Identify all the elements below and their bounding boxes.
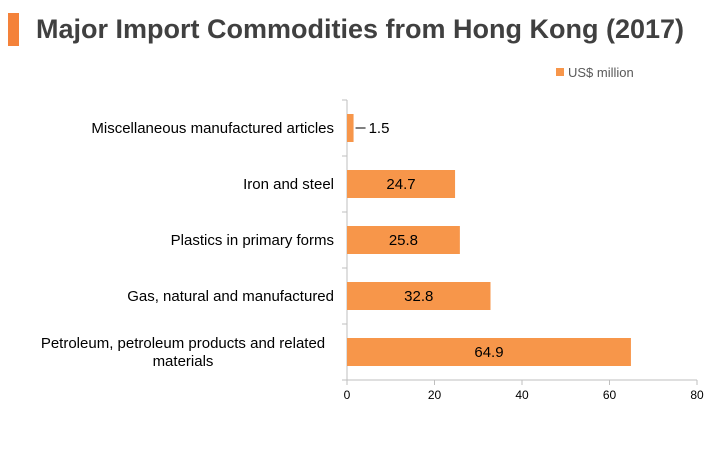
title-accent-bar: [8, 13, 19, 46]
chart-title: Major Import Commodities from Hong Kong …: [36, 14, 685, 44]
bar: [347, 114, 354, 142]
category-label: Gas, natural and manufactured: [127, 288, 334, 305]
bar: [347, 226, 460, 254]
data-label: 25.8: [389, 232, 418, 249]
chart-legend: US$ million: [556, 64, 634, 80]
data-label: 24.7: [386, 176, 415, 193]
category-label: Petroleum, petroleum products and relate…: [41, 335, 325, 370]
x-tick-label: 0: [344, 388, 351, 402]
x-tick-label: 40: [515, 388, 529, 402]
category-label: Plastics in primary forms: [171, 232, 334, 249]
data-label: 32.8: [404, 288, 433, 305]
bar: [347, 170, 456, 198]
legend-label: US$ million: [568, 64, 634, 80]
category-label: Iron and steel: [243, 176, 334, 193]
data-label: 1.5: [369, 120, 390, 137]
x-tick-label: 60: [603, 388, 617, 402]
bar: [347, 338, 631, 366]
legend-swatch: [556, 68, 564, 76]
bar: [347, 282, 491, 310]
category-label: Miscellaneous manufactured articles: [91, 120, 334, 137]
x-tick-label: 20: [428, 388, 442, 402]
x-tick-label: 80: [690, 388, 704, 402]
data-label: 64.9: [474, 344, 503, 361]
